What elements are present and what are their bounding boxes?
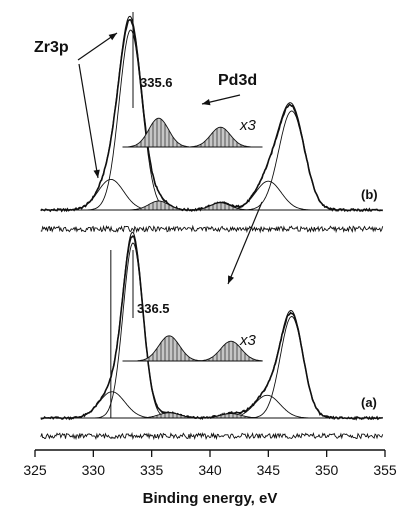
x-tick-label-340: 340 [198, 462, 222, 478]
x-tick-label-345: 345 [257, 462, 281, 478]
main-peak-a-0 [40, 242, 383, 419]
x-tick-label-335: 335 [140, 462, 164, 478]
residual-b [40, 224, 384, 234]
pd3d-arrow-head [202, 99, 211, 106]
x-axis: 325 330 335 340 345 350 355 Binding energy, eV [23, 449, 397, 507]
minor-peak-a-0 [137, 412, 201, 419]
fit-envelope-a [40, 231, 383, 419]
peak-shift-arrow-head [228, 275, 234, 284]
main-peak-a-1 [40, 316, 383, 419]
zr3p-peak-a-1 [40, 394, 383, 419]
multiplier-label-b: x3 [239, 117, 257, 134]
magnified-peak-a-1 [199, 340, 263, 362]
arrows [77, 32, 263, 285]
main-peak-b-1 [40, 110, 383, 211]
peak-label-b: 335.6 [140, 75, 173, 90]
x-axis-title: Binding energy, eV [143, 490, 278, 507]
zr3p-arrow-top-head [108, 33, 117, 41]
main-peak-b-0 [40, 29, 383, 211]
zr3p-arrow-down [78, 63, 99, 179]
panel-label-b: (b) [361, 187, 378, 202]
annotations: Zr3p Pd3d 335.6 336.5 x3 x3 (b) (a) [34, 39, 378, 410]
plot-area [40, 12, 384, 441]
zr3p-arrow-down-head [93, 169, 100, 178]
peak-label-a: 336.5 [137, 301, 170, 316]
magnified-peak-b-0 [128, 117, 189, 148]
magnified-peak-a-0 [137, 335, 201, 362]
x-tick-label-350: 350 [315, 462, 339, 478]
panel-label-a: (a) [361, 395, 377, 410]
spectrum-b [40, 18, 383, 213]
multiplier-label-a: x3 [239, 332, 257, 349]
zr3p-label: Zr3p [34, 39, 69, 56]
x-axis-ticks: 325 330 335 340 345 350 355 [23, 450, 397, 478]
spectrum-a [40, 235, 383, 421]
x-tick-label-355: 355 [373, 462, 397, 478]
zr3p-peak-a-0 [40, 391, 383, 419]
pd3d-label: Pd3d [218, 72, 257, 89]
minor-peak-a-1 [199, 413, 263, 419]
minor-peak-b-0 [128, 200, 189, 211]
fit-envelope-b [40, 15, 383, 211]
minor-peak-b-1 [190, 202, 251, 211]
x-tick-label-330: 330 [82, 462, 106, 478]
x-tick-label-325: 325 [23, 462, 47, 478]
peak-shift-arrow [227, 201, 263, 285]
residual-a [40, 431, 384, 441]
magnified-peak-b-1 [190, 126, 251, 148]
